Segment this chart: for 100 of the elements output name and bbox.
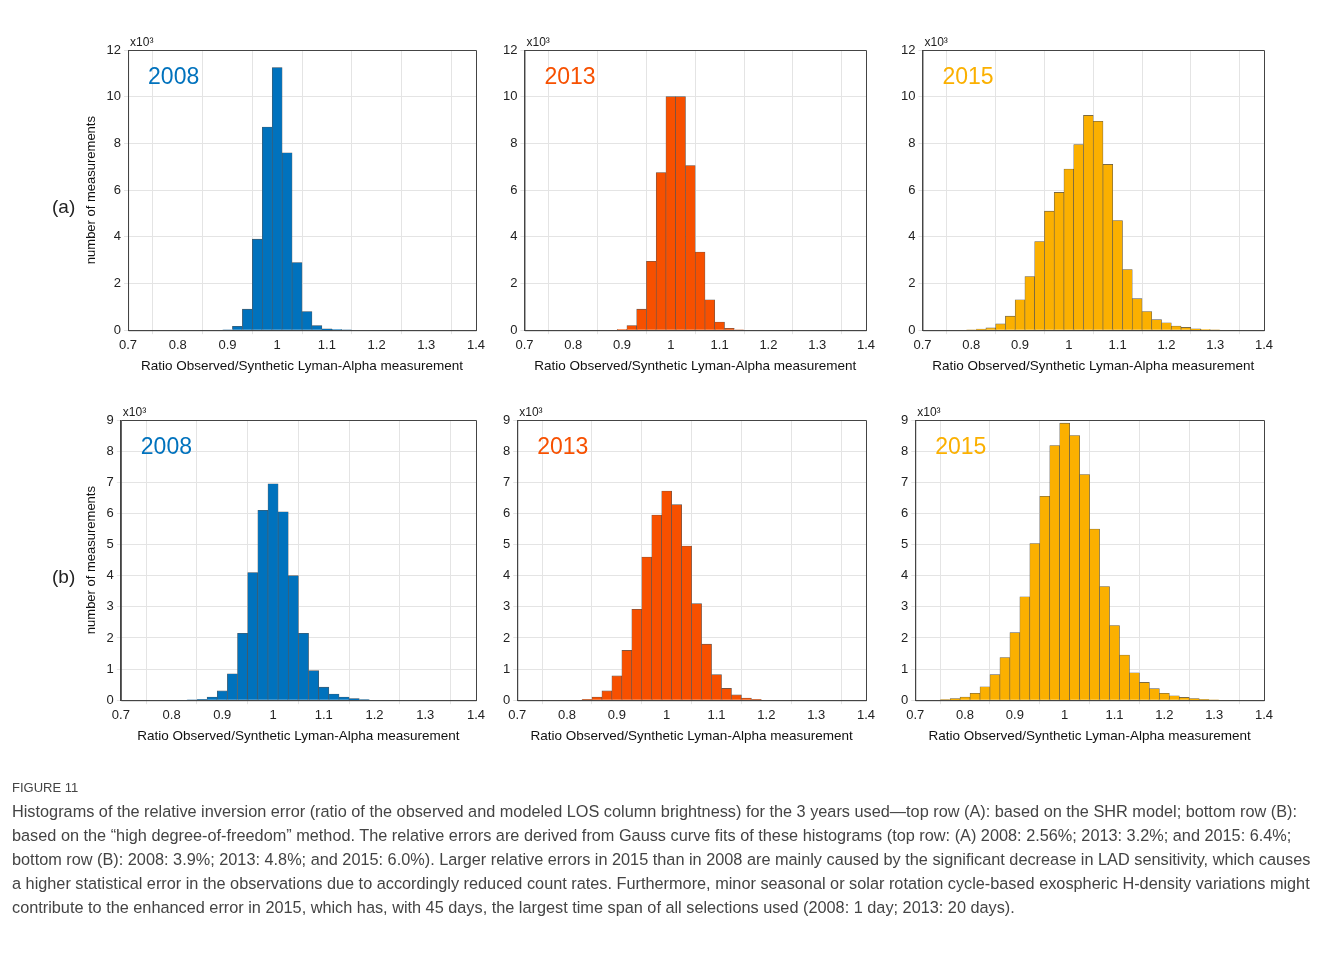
x-tick-label: 1.2	[1157, 336, 1176, 352]
y-tick-label: 10	[106, 88, 122, 104]
y-tick-label: 1	[106, 660, 114, 676]
x-tick-label: 1	[269, 706, 277, 722]
x-tick-label: 0.7	[906, 706, 925, 722]
y-axis-title: number of measurements	[83, 115, 99, 265]
x-tick-label: 0.9	[1005, 706, 1024, 722]
x-tick-label: 1.1	[314, 706, 333, 722]
y-tick-label: 4	[908, 228, 916, 244]
y-tick-label: 9	[106, 411, 114, 427]
x-tick-label: 1	[1061, 706, 1069, 722]
y-tick-label: 4	[510, 228, 518, 244]
x-tick-label: 1.4	[1254, 706, 1274, 722]
y-tick-label: 8	[106, 442, 114, 458]
y-tick-label: 1	[503, 660, 511, 676]
text: 2015	[942, 63, 994, 89]
x-tick-label: 0.9	[213, 706, 232, 722]
x-tick-label: 1.1	[1105, 706, 1124, 722]
x-tick-label: 1.1	[317, 336, 336, 352]
y-tick-label: 6	[510, 181, 518, 197]
x-tick-label: 0.7	[508, 706, 527, 722]
y-tick-label: 0	[503, 691, 511, 707]
x-tick-label: 0.7	[111, 706, 130, 722]
x-tick-label: 0.7	[119, 336, 138, 352]
y-tick-label: 6	[106, 504, 114, 520]
text: x10³	[519, 405, 543, 419]
y-tick-label: 12	[502, 41, 518, 57]
y-tick-label: 2	[113, 275, 122, 291]
x-tick-label: 0.7	[913, 336, 932, 352]
text: x10³	[130, 35, 154, 49]
x-tick-label: 1.4	[1254, 336, 1274, 352]
x-tick-label: 1.3	[807, 706, 826, 722]
y-tick-label: 4	[901, 567, 909, 583]
y-tick-label: 1	[901, 660, 909, 676]
x-tick-label: 1.3	[416, 706, 435, 722]
y-tick-label: 3	[503, 598, 511, 614]
text: x10³	[917, 405, 941, 419]
text: x10³	[122, 405, 147, 419]
y-tick-label: 0	[113, 321, 122, 337]
x-tick-label: 1.3	[1206, 336, 1225, 352]
text: Histograms of the relative inversion error (ratio of the observed and modeled LOS column brightness) for the 3 years used—top row (A): based on the SHR model; bottom row (B): based on the “high degree-of-freedom” method. The relative errors are derived from Gauss curve fits of these histograms (top row: (A) 2008: 2.56%; 2013: 3.2%; and 2015: 6.4%; bottom row (B): 2008: 3.9%; 2013: 4.8%; and 2015: 6.0%). Larger relative errors in 2015 than in 2008 are mainly caused by the significant decrease in LAD sensitivity, which causes a higher statistical error in the observations due to accordingly reduced count rates. Furthermore, minor seasonal or solar rotation cycle-based exospheric H-density variations might contribute to the enhanced error in 2015, which has, with 45 days, the largest time span of all selections used (2008: 1 day; 2013: 20 days).	[12, 801, 1312, 918]
x-tick-label: 1.4	[466, 706, 486, 722]
text: 2013	[537, 433, 589, 459]
y-tick-label: 2	[503, 629, 511, 645]
x-tick-label: 0.8	[162, 706, 181, 722]
y-tick-label: 7	[503, 473, 511, 489]
y-tick-label: 9	[901, 411, 909, 427]
y-tick-label: 6	[503, 504, 511, 520]
y-tick-label: 2	[106, 629, 114, 645]
y-tick-label: 4	[503, 567, 511, 583]
text: 2008	[148, 63, 200, 89]
y-tick-label: 12	[900, 41, 916, 57]
x-tick-label: 1	[663, 706, 671, 722]
y-tick-label: 8	[503, 442, 511, 458]
x-tick-label: 1.3	[417, 336, 436, 352]
y-tick-label: 8	[908, 134, 916, 150]
y-tick-label: 6	[908, 181, 916, 197]
x-tick-label: 1.3	[808, 336, 827, 352]
y-tick-label: 6	[901, 504, 909, 520]
text: 2008	[140, 433, 192, 459]
x-tick-label: 0.8	[168, 336, 187, 352]
x-tick-label: 1	[667, 336, 675, 352]
x-tick-label: 0.8	[956, 706, 975, 722]
y-tick-label: 9	[503, 411, 511, 427]
x-tick-label: 1.4	[856, 336, 876, 352]
x-axis-title: Ratio Observed/Synthetic Lyman-Alpha measurement	[530, 727, 853, 743]
x-axis-title: Ratio Observed/Synthetic Lyman-Alpha measurement	[534, 357, 857, 373]
text: (a)	[52, 196, 76, 218]
x-tick-label: 0.8	[564, 336, 583, 352]
y-tick-label: 0	[510, 321, 518, 337]
x-tick-label: 1.2	[367, 336, 386, 352]
y-tick-label: 10	[502, 88, 518, 104]
x-tick-label: 0.9	[1011, 336, 1030, 352]
y-tick-label: 7	[106, 473, 114, 489]
x-tick-label: 1.3	[1205, 706, 1224, 722]
y-axis-title: number of measurements	[83, 485, 99, 635]
y-tick-label: 10	[900, 88, 916, 104]
x-tick-label: 1.4	[466, 336, 486, 352]
y-tick-label: 5	[901, 536, 909, 552]
y-tick-label: 7	[901, 473, 909, 489]
y-tick-label: 2	[901, 629, 909, 645]
x-tick-label: 1.2	[1155, 706, 1174, 722]
y-tick-label: 5	[503, 536, 511, 552]
y-tick-label: 4	[106, 567, 114, 583]
text: 2013	[544, 63, 596, 89]
x-tick-label: 1.1	[707, 706, 726, 722]
caption: FIGURE 11	[12, 780, 80, 795]
text: x10³	[526, 35, 550, 49]
x-tick-label: 1	[273, 336, 281, 352]
x-tick-label: 1.1	[710, 336, 729, 352]
y-tick-label: 8	[510, 134, 518, 150]
text: (b)	[52, 566, 76, 588]
x-tick-label: 0.7	[515, 336, 534, 352]
x-tick-label: 0.9	[607, 706, 626, 722]
x-tick-label: 1.2	[759, 336, 778, 352]
x-tick-label: 0.8	[558, 706, 577, 722]
x-tick-label: 1.1	[1108, 336, 1127, 352]
x-tick-label: 0.8	[962, 336, 981, 352]
y-tick-label: 3	[901, 598, 909, 614]
y-tick-label: 12	[106, 41, 122, 57]
